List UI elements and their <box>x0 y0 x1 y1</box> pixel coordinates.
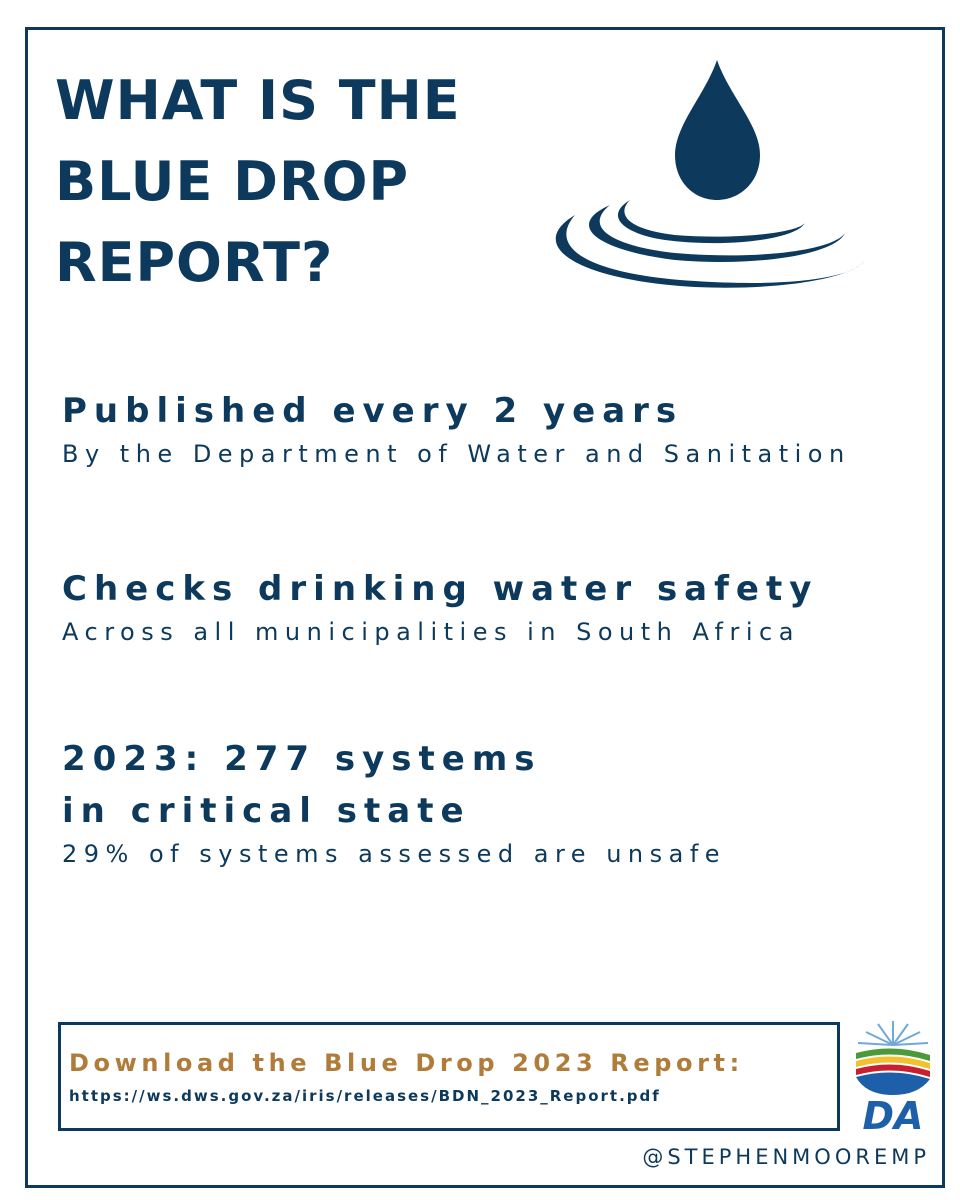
fact-heading-line: Checks drinking water safety <box>62 569 819 609</box>
fact-heading-line: in critical state <box>62 791 471 831</box>
fact-detail: 29% of systems assessed are unsafe <box>62 840 727 868</box>
fact-detail: By the Department of Water and Sanitatio… <box>62 440 851 468</box>
social-handle: @STEPHENMOOREMP <box>642 1145 930 1169</box>
title-line: REPORT? <box>55 231 334 294</box>
party-logo: DA <box>856 1021 930 1138</box>
download-url[interactable]: https://ws.dws.gov.za/iris/releases/BDN_… <box>69 1087 661 1105</box>
download-label: Download the Blue Drop 2023 Report: <box>69 1049 744 1077</box>
title-line: BLUE DROP <box>55 150 410 213</box>
fact-heading-line: Published every 2 years <box>62 391 684 431</box>
fact-heading: 2023: 277 systems in critical state <box>62 733 726 837</box>
fact-heading-line: 2023: 277 systems <box>62 739 542 779</box>
download-box: Download the Blue Drop 2023 Report: http… <box>58 1022 840 1131</box>
title-line: WHAT IS THE <box>55 69 461 132</box>
title: WHAT IS THE BLUE DROP REPORT? <box>55 60 461 303</box>
fact: 2023: 277 systems in critical state 29% of… <box>62 733 726 871</box>
frame <box>25 27 945 1188</box>
fact-detail: Across all municipalities in South Afric… <box>62 618 800 646</box>
water-drop-icon <box>555 60 865 288</box>
fact: Checks drinking water safety Across all m… <box>62 563 818 649</box>
fact: Published every 2 years By the Department… <box>62 385 851 471</box>
fact-heading: Checks drinking water safety <box>62 563 818 615</box>
logo-text: DA <box>863 1094 924 1138</box>
fact-heading: Published every 2 years <box>62 385 851 437</box>
